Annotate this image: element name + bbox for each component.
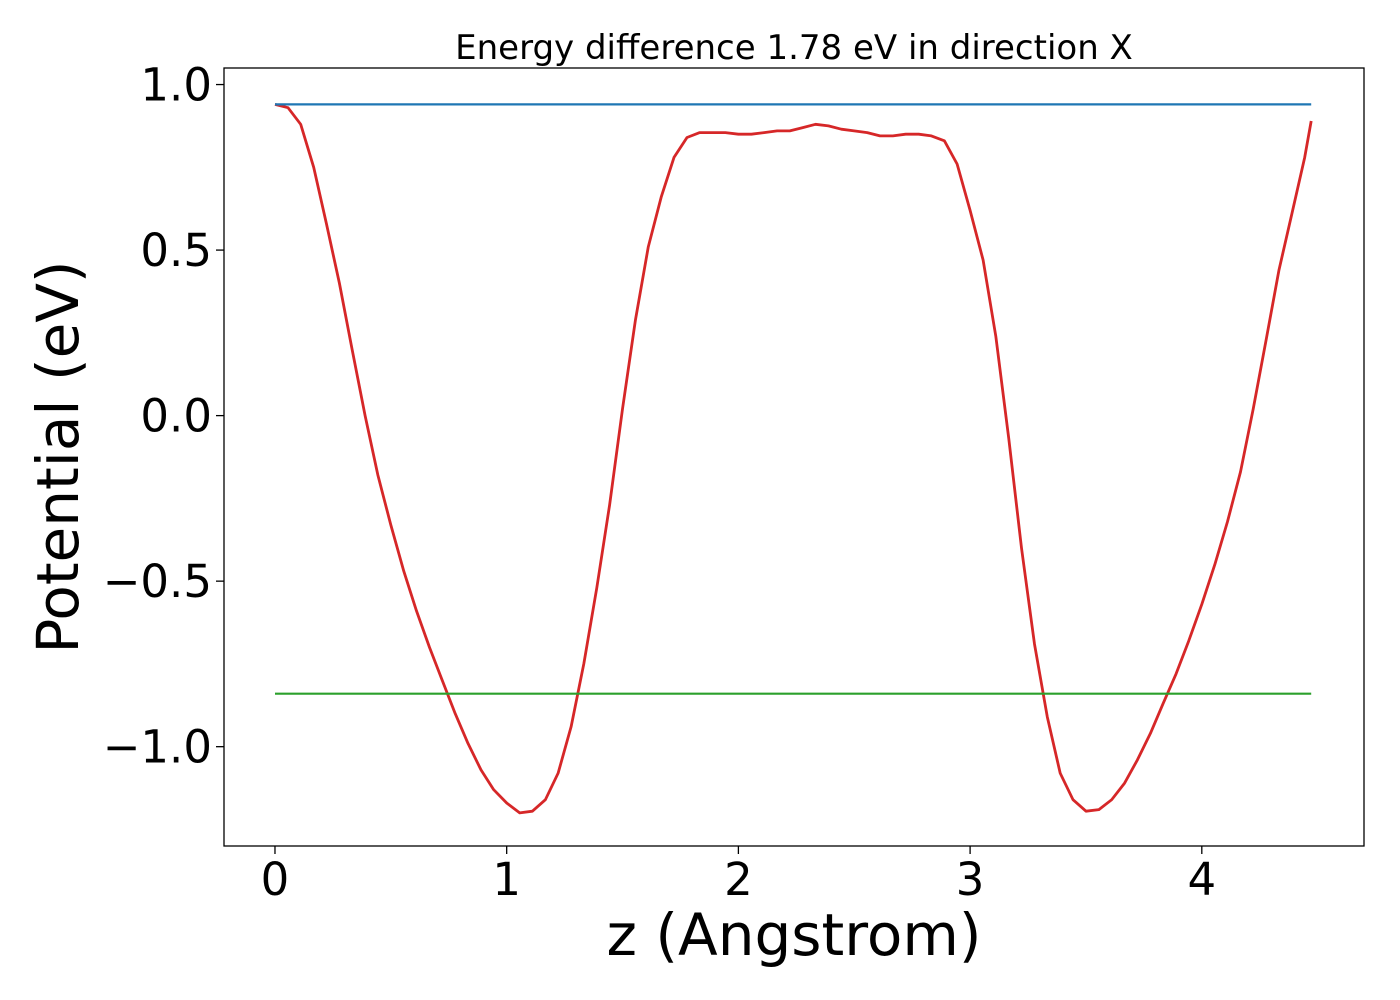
y-tick-label: −0.5 [103,555,212,608]
x-tick-label: 3 [956,853,985,906]
x-tick-label: 0 [261,853,290,906]
y-tick-label: 0.0 [140,390,212,443]
plot-area [223,67,1365,847]
x-axis-title: z (Angstrom) [607,901,982,969]
y-tick-label: −1.0 [103,721,212,774]
y-tick-label: 1.0 [140,59,212,112]
y-axis: 1.0 0.5 0.0 −0.5 −1.0 [103,59,224,774]
x-tick-label: 1 [492,853,521,906]
x-tick-label: 4 [1187,853,1216,906]
y-axis-title: Potential (eV) [24,260,92,653]
x-axis: 0 1 2 3 4 [261,846,1216,906]
chart-title: Energy difference 1.78 eV in direction X [455,28,1133,68]
series-line-1 [274,103,1313,815]
series-layer [274,103,1313,815]
y-tick-label: 0.5 [140,224,212,277]
plot-frame [223,67,1365,847]
x-tick-label: 2 [724,853,753,906]
